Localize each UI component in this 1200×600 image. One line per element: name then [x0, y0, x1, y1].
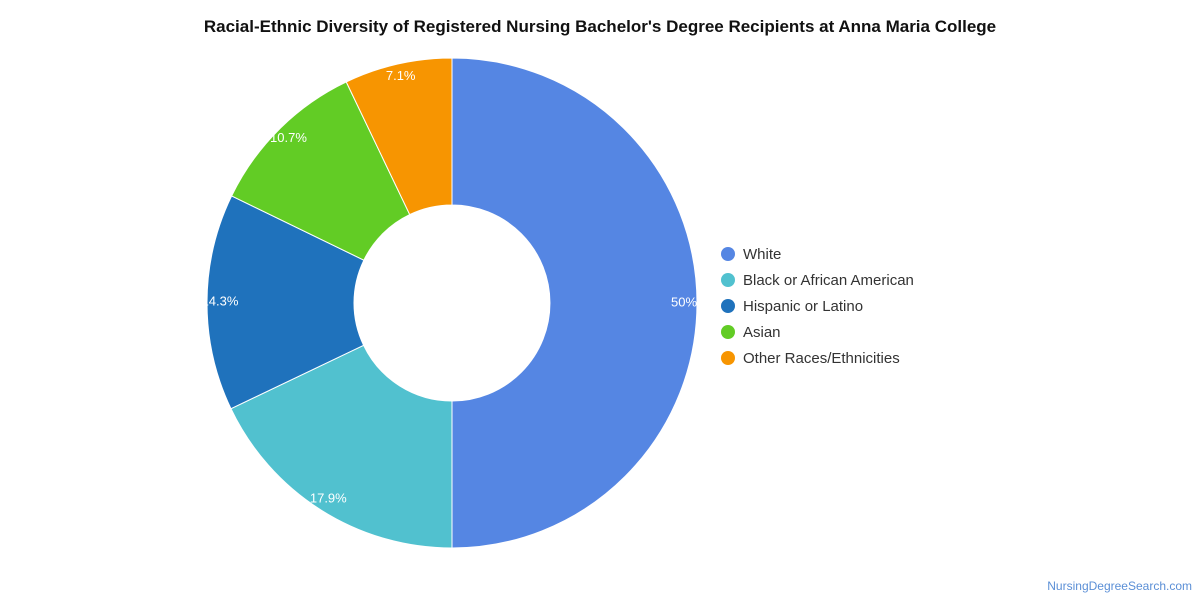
- legend-item-asian[interactable]: Asian: [721, 319, 914, 345]
- legend-swatch-black-or-african-american: [721, 273, 735, 287]
- data-label-black-or-african-american: 17.9%: [310, 491, 347, 506]
- data-label-asian: 10.7%: [270, 130, 307, 145]
- legend-label-asian: Asian: [743, 323, 781, 341]
- legend-item-white[interactable]: White: [721, 241, 914, 267]
- legend-label-other-races-ethnicities: Other Races/Ethnicities: [743, 349, 900, 367]
- legend-label-black-or-african-american: Black or African American: [743, 271, 914, 289]
- site-watermark[interactable]: NursingDegreeSearch.com: [1047, 579, 1192, 593]
- legend-item-black-or-african-american[interactable]: Black or African American: [721, 267, 914, 293]
- chart-title: Racial-Ethnic Diversity of Registered Nu…: [203, 17, 997, 36]
- legend-item-other-races-ethnicities[interactable]: Other Races/Ethnicities: [721, 345, 914, 371]
- data-label-hispanic-or-latino: 14.3%: [202, 294, 239, 309]
- data-label-other-races-ethnicities: 7.1%: [386, 68, 416, 83]
- legend-item-hispanic-or-latino[interactable]: Hispanic or Latino: [721, 293, 914, 319]
- donut-slice-white[interactable]: [451, 57, 698, 549]
- legend-swatch-other-races-ethnicities: [721, 351, 735, 365]
- legend-swatch-white: [721, 247, 735, 261]
- legend-swatch-hispanic-or-latino: [721, 299, 735, 313]
- legend-label-white: White: [743, 245, 782, 263]
- donut-slice-black-or-african-american[interactable]: [230, 344, 453, 549]
- legend-label-hispanic-or-latino: Hispanic or Latino: [743, 297, 864, 315]
- donut-slice-other-races-ethnicities[interactable]: [345, 57, 453, 216]
- data-label-white: 50%: [671, 294, 697, 309]
- donut-slice-asian[interactable]: [230, 81, 411, 261]
- chart-legend: White Black or African American Hispanic…: [721, 241, 914, 371]
- legend-swatch-asian: [721, 325, 735, 339]
- donut-slice-hispanic-or-latino[interactable]: [206, 195, 365, 410]
